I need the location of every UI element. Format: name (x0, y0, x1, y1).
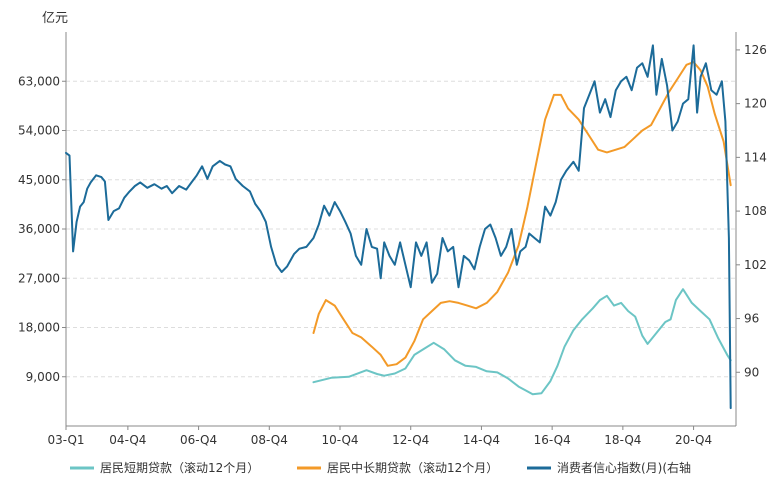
x-tick-label: 20-Q4 (675, 433, 712, 447)
series-line-2 (65, 44, 732, 410)
x-tick-label: 16-Q4 (534, 433, 571, 447)
x-tick-label: 06-Q4 (180, 433, 217, 447)
right-tick-label: 126 (744, 43, 767, 57)
left-tick-label: 45,000 (18, 173, 60, 187)
series-lines (65, 44, 732, 410)
right-tick-label: 102 (744, 258, 767, 272)
left-tick-label: 9,000 (26, 370, 60, 384)
left-axis-ticks: 9,000 18,000 27,000 36,000 45,000 54,000 63,00… (18, 74, 66, 384)
x-tick-label: 18-Q4 (604, 433, 641, 447)
right-tick-label: 114 (744, 150, 767, 164)
right-tick-label: 90 (744, 365, 759, 379)
left-tick-label: 36,000 (18, 222, 60, 236)
right-tick-label: 108 (744, 204, 767, 218)
left-tick-label: 63,000 (18, 74, 60, 88)
x-tick-label: 04-Q4 (109, 433, 146, 447)
x-axis-ticks: 03-Q1 04-Q4 06-Q4 08-Q4 10-Q4 12-Q4 14-Q4 16-Q4… (47, 426, 712, 447)
x-tick-label: 10-Q4 (321, 433, 358, 447)
gridlines (66, 80, 736, 378)
x-tick-label: 14-Q4 (463, 433, 500, 447)
x-tick-label: 03-Q1 (47, 433, 84, 447)
right-tick-label: 120 (744, 97, 767, 111)
legend-label-0: 居民短期贷款（滚动12个月） (100, 460, 259, 475)
legend-label-2: 消费者信心指数(月)(右轴 (557, 460, 691, 475)
legend: 居民短期贷款（滚动12个月） 居民中长期贷款（滚动12个月） 消费者信心指数(月)(… (70, 460, 691, 475)
left-tick-label: 54,000 (18, 124, 60, 138)
right-axis-ticks: 90 96 102 108 114 120 126 (736, 43, 767, 379)
legend-label-1: 居民中长期贷款（滚动12个月） (327, 460, 498, 475)
series-line-0 (312, 288, 732, 396)
x-tick-label: 12-Q4 (392, 433, 429, 447)
x-tick-label: 08-Q4 (251, 433, 288, 447)
left-axis-unit: 亿元 (42, 11, 68, 26)
left-tick-label: 27,000 (18, 271, 60, 285)
right-tick-label: 96 (744, 312, 759, 326)
left-tick-label: 18,000 (18, 321, 60, 335)
